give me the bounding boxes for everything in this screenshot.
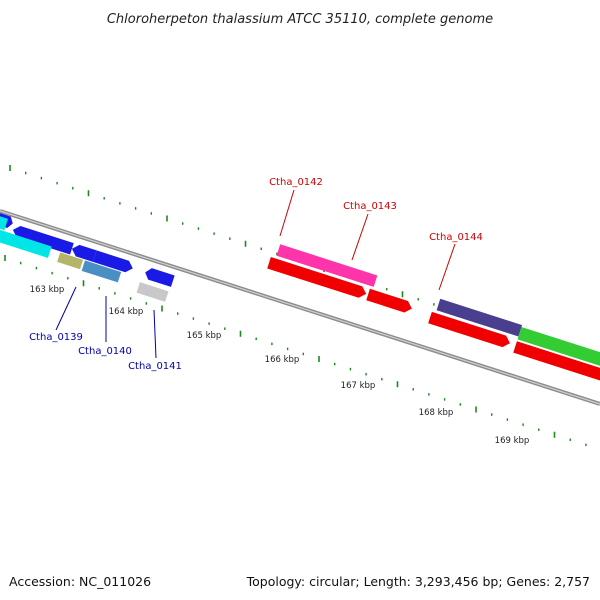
scale-label: 167 kbp bbox=[341, 381, 376, 391]
cyan-gene-long[interactable] bbox=[0, 225, 52, 258]
gene-label-ctha-0144[interactable]: Ctha_0144 bbox=[429, 232, 483, 243]
gene-label-ctha-0139[interactable]: Ctha_0139 bbox=[29, 332, 83, 343]
accession-text: Accession: NC_011026 bbox=[9, 574, 151, 589]
red-gene-1[interactable] bbox=[267, 257, 368, 300]
scale-label: 166 kbp bbox=[265, 355, 300, 365]
lower-tick-ring bbox=[4, 255, 587, 447]
blue-gene-small-left[interactable] bbox=[70, 243, 97, 262]
red-gene-2[interactable] bbox=[366, 288, 413, 314]
gene-callouts: Ctha_0139 Ctha_0140 Ctha_0141 Ctha_0142 … bbox=[29, 177, 483, 372]
gene-label-ctha-0140[interactable]: Ctha_0140 bbox=[78, 346, 132, 357]
gray-gene[interactable] bbox=[136, 282, 169, 302]
genome-backbone bbox=[0, 209, 600, 406]
blue-gene-arrow-left[interactable] bbox=[11, 224, 74, 255]
genome-summary-text: Topology: circular; Length: 3,293,456 bp… bbox=[246, 574, 590, 589]
scale-label: 168 kbp bbox=[419, 408, 454, 418]
scale-label: 169 kbp bbox=[495, 436, 530, 446]
gene-label-ctha-0141[interactable]: Ctha_0141 bbox=[128, 361, 182, 372]
purple-gene[interactable] bbox=[436, 298, 523, 337]
green-gene[interactable] bbox=[517, 326, 600, 383]
blue-gene-arrow-right[interactable] bbox=[92, 250, 135, 274]
red-gene-3[interactable] bbox=[428, 311, 512, 349]
blue-gene-small-mid[interactable] bbox=[143, 267, 175, 287]
scale-label: 163 kbp bbox=[30, 285, 65, 295]
map-title: Chloroherpeton thalassium ATCC 35110, co… bbox=[107, 12, 493, 27]
khaki-gene[interactable] bbox=[57, 252, 84, 270]
gene-label-ctha-0142[interactable]: Ctha_0142 bbox=[269, 177, 323, 188]
steelblue-gene[interactable] bbox=[81, 260, 122, 283]
scale-label: 165 kbp bbox=[187, 331, 222, 341]
red-gene-4[interactable] bbox=[513, 341, 600, 396]
magenta-gene[interactable] bbox=[276, 244, 378, 287]
scale-labels: 163 kbp 164 kbp 165 kbp 166 kbp 167 kbp … bbox=[30, 285, 530, 446]
gene-label-ctha-0143[interactable]: Ctha_0143 bbox=[343, 201, 397, 212]
scale-label: 164 kbp bbox=[109, 307, 144, 317]
